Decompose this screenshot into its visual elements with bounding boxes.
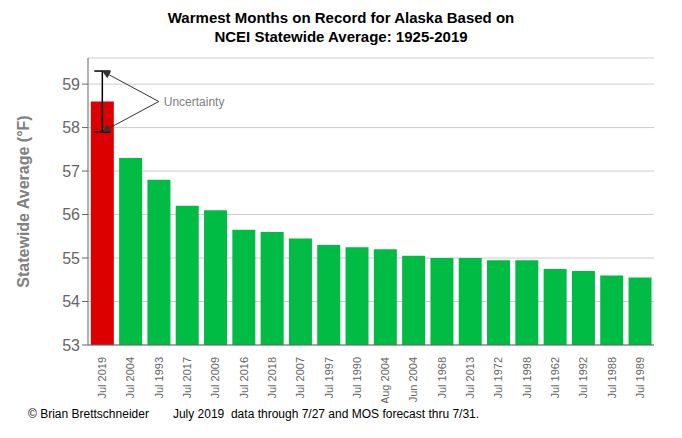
html-text:July 2019 data through 7/27 an: July 2019 data through 7/27 and MOS fore… — [172, 407, 480, 421]
svg-text:54: 54 — [62, 293, 80, 310]
svg-text:Jul 2018: Jul 2018 — [266, 357, 278, 399]
svg-text:Jul 2017: Jul 2017 — [181, 357, 193, 399]
svg-text:Jul 1962: Jul 1962 — [549, 357, 561, 399]
svg-text:58: 58 — [62, 119, 80, 136]
svg-text:Jun 2004: Jun 2004 — [407, 357, 419, 402]
html-text:NCEI Statewide Average: 1925-2: NCEI Statewide Average: 1925-2019 — [214, 28, 468, 45]
svg-text:Jul 2016: Jul 2016 — [238, 357, 250, 399]
svg-text:Jul 1993: Jul 1993 — [153, 357, 165, 399]
svg-text:Aug 2004: Aug 2004 — [379, 357, 391, 403]
svg-text:Jul 1990: Jul 1990 — [351, 357, 363, 399]
svg-text:59: 59 — [62, 76, 80, 93]
svg-text:Jul 1972: Jul 1972 — [492, 357, 504, 399]
svg-text:Jul 2009: Jul 2009 — [209, 357, 221, 399]
svg-text:Jul 1968: Jul 1968 — [436, 357, 448, 399]
svg-text:Jul 2004: Jul 2004 — [124, 357, 136, 399]
html-text:Warmest Months on Record for A: Warmest Months on Record for Alaska Base… — [167, 9, 515, 26]
svg-text:Jul 1989: Jul 1989 — [634, 357, 646, 399]
svg-text:56: 56 — [62, 206, 80, 223]
svg-text:Jul 2019: Jul 2019 — [96, 357, 108, 399]
svg-text:Jul 2007: Jul 2007 — [294, 357, 306, 399]
svg-text:53: 53 — [62, 337, 80, 354]
svg-text:Jul 1998: Jul 1998 — [521, 357, 533, 399]
svg-text:Jul 1997: Jul 1997 — [323, 357, 335, 399]
svg-text:Jul 1988: Jul 1988 — [606, 357, 618, 399]
svg-text:Jul 2013: Jul 2013 — [464, 357, 476, 399]
html-text:© Brian Brettschneider: © Brian Brettschneider — [28, 407, 149, 421]
svg-text:57: 57 — [62, 163, 80, 180]
svg-text:Statewide Average (°F): Statewide Average (°F) — [15, 115, 32, 287]
svg-text:Jul 1992: Jul 1992 — [577, 357, 589, 399]
svg-text:Uncertainty: Uncertainty — [164, 95, 225, 109]
svg-text:55: 55 — [62, 250, 80, 267]
